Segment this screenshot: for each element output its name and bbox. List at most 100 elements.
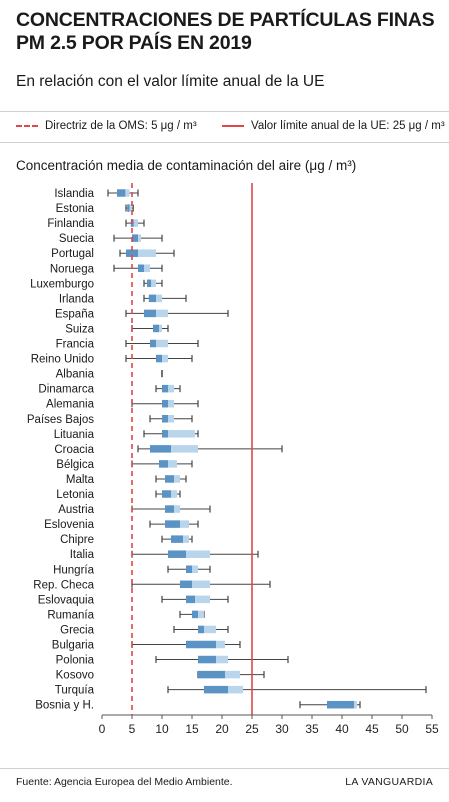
category-label: Estonia (56, 203, 95, 215)
category-label: Turquía (55, 685, 95, 697)
box-upper (174, 505, 180, 513)
divider-legend (0, 142, 449, 143)
category-label: Irlanda (59, 293, 95, 305)
category-label: Noruega (50, 263, 95, 275)
box-lower (159, 460, 168, 468)
dashed-line-icon (16, 125, 38, 127)
box-lower (162, 415, 168, 423)
x-tick-label: 35 (305, 722, 319, 736)
category-label: Grecia (60, 624, 94, 636)
category-label: Lituania (54, 429, 95, 441)
category-label: Croacia (54, 444, 94, 456)
box-lower (168, 550, 186, 558)
x-tick-label: 55 (425, 722, 439, 736)
category-label: Finlandia (47, 218, 94, 230)
divider-top (0, 111, 449, 112)
category-label: Austria (58, 504, 94, 516)
chart-subtitle: En relación con el valor límite anual de… (16, 73, 325, 90)
box-upper (216, 640, 225, 649)
box-lower (156, 354, 162, 363)
category-label: Portugal (51, 248, 94, 260)
category-label: Países Bajos (27, 414, 94, 426)
box-upper (183, 535, 189, 543)
box-lower (138, 264, 144, 272)
box-upper (162, 354, 168, 363)
box-upper (159, 324, 162, 333)
category-label: Dinamarca (38, 384, 94, 396)
box-upper (156, 294, 162, 303)
box-lower (132, 234, 138, 242)
box-lower (162, 384, 168, 393)
box-lower (144, 309, 156, 318)
divider-bottom (0, 768, 449, 769)
axis-caption: Concentración media de contaminación del… (16, 158, 357, 173)
box-upper (144, 264, 150, 272)
category-label: Luxemburgo (30, 278, 94, 290)
box-upper (174, 475, 180, 483)
box-upper (138, 249, 156, 257)
box-lower (127, 204, 130, 212)
category-label: Bosnia y H. (35, 700, 94, 712)
category-label: Malta (66, 474, 95, 486)
box-lower (165, 475, 174, 483)
box-lower (150, 339, 156, 348)
legend-who: Directriz de la OMS: 5 μg / m³ (16, 120, 197, 132)
box-upper (198, 610, 204, 619)
box-lower (162, 399, 168, 408)
category-label: Reino Unido (31, 354, 94, 366)
box-upper (168, 415, 174, 423)
x-tick-label: 15 (185, 722, 199, 736)
box-upper (133, 219, 138, 227)
x-tick-label: 45 (365, 722, 379, 736)
box-lower (162, 490, 171, 498)
box-upper (216, 655, 228, 664)
box-lower (204, 685, 228, 694)
x-tick-label: 10 (155, 722, 169, 736)
box-lower (192, 610, 198, 619)
box-upper (168, 399, 174, 408)
x-tick-label: 40 (335, 722, 349, 736)
category-label: Suiza (65, 323, 94, 335)
legend-who-label: Directriz de la OMS: 5 μg / m³ (45, 120, 197, 132)
x-tick-label: 30 (275, 722, 289, 736)
box-upper (225, 670, 240, 679)
box-lower (198, 625, 204, 634)
box-lower (126, 249, 138, 257)
box-upper (168, 460, 177, 468)
legend: Directriz de la OMS: 5 μg / m³ Valor lím… (0, 116, 449, 140)
box-lower (171, 535, 183, 543)
box-lower (180, 580, 192, 589)
box-lower (198, 655, 216, 664)
box-upper (354, 700, 357, 709)
box-lower (117, 189, 126, 197)
x-tick-label: 25 (245, 722, 259, 736)
box-upper (129, 204, 132, 212)
box-lower (148, 294, 156, 303)
category-label: Polonia (56, 655, 95, 667)
box-upper (171, 445, 198, 453)
box-upper (180, 520, 189, 528)
category-label: Rep. Checa (33, 579, 94, 591)
category-label: Bélgica (56, 459, 94, 471)
box-upper (125, 189, 130, 197)
box-upper (171, 490, 177, 498)
box-upper (168, 430, 195, 438)
legend-eu: Valor límite anual de la UE: 25 μg / m³ (222, 120, 445, 132)
box-upper (192, 580, 210, 589)
box-lower (327, 700, 354, 709)
category-label: Islandia (54, 188, 94, 200)
category-label: Eslovenia (44, 519, 94, 531)
box-upper (192, 565, 198, 573)
box-lower (186, 595, 195, 604)
category-label: Hungría (53, 564, 95, 576)
box-lower (147, 279, 152, 288)
box-upper (228, 685, 243, 694)
x-tick-label: 20 (215, 722, 229, 736)
box-lower (162, 430, 168, 438)
category-label: Kosovo (56, 670, 94, 682)
category-label: Letonia (56, 489, 94, 501)
category-label: Suecia (59, 233, 95, 245)
box-upper (151, 279, 156, 288)
box-upper (168, 384, 174, 393)
category-label: Alemania (46, 399, 95, 411)
